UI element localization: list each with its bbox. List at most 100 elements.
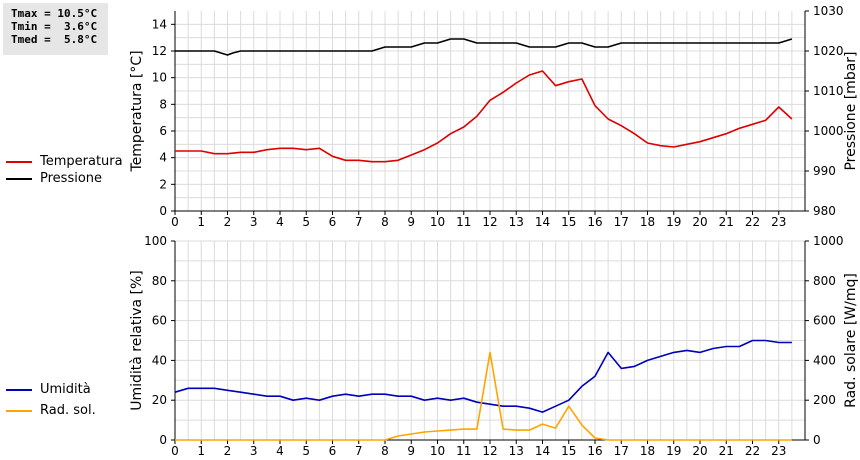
y-tick-label-left: 80	[152, 274, 167, 288]
y-tick-label-right: 600	[813, 314, 836, 328]
y-tick-label-left: 40	[152, 353, 167, 367]
x-tick-label: 23	[771, 444, 786, 458]
y-tick-label-right: 0	[813, 433, 821, 447]
x-tick-label: 21	[719, 444, 734, 458]
y-axis-title-right: Rad. solare [W/mq]	[843, 273, 859, 408]
legend-label: Temperatura	[40, 154, 123, 169]
x-tick-label: 20	[692, 444, 707, 458]
y-tick-label-right: 1020	[813, 44, 844, 58]
x-tick-label: 13	[509, 444, 524, 458]
y-tick-label-right: 990	[813, 164, 836, 178]
series-line-temperatura	[175, 70, 793, 163]
y-tick-label-left: 14	[152, 17, 167, 31]
x-tick-label: 9	[407, 444, 415, 458]
x-tick-label: 16	[587, 444, 602, 458]
y-tick-label-right: 1000	[813, 234, 844, 248]
chart-panel-0: 0 1 2 3 4 5 6 7 8 9 10 11 12 13 14 15 16 17 18 19 20 21 22 2302…	[129, 4, 859, 229]
x-tick-label: 7	[355, 215, 363, 229]
x-tick-label: 9	[407, 215, 415, 229]
x-tick-label: 22	[745, 215, 760, 229]
y-axis-title-right: Pressione [mbar]	[843, 51, 859, 170]
x-tick-label: 7	[355, 444, 363, 458]
legend-bottom: Umidità Rad. sol.	[6, 379, 96, 421]
y-tick-label-left: 60	[152, 314, 167, 328]
y-tick-label-right: 800	[813, 274, 836, 288]
x-tick-label: 22	[745, 444, 760, 458]
x-tick-label: 17	[614, 215, 629, 229]
x-tick-label: 4	[276, 215, 284, 229]
legend-label: Umidità	[40, 382, 91, 397]
x-tick-label: 12	[482, 215, 497, 229]
x-tick-label: 0	[171, 215, 179, 229]
x-tick-label: 15	[561, 215, 576, 229]
legend-swatch	[6, 177, 32, 180]
y-tick-label-left: 20	[152, 393, 167, 407]
x-tick-label: 5	[302, 444, 310, 458]
chart-panel-1: 0 1 2 3 4 5 6 7 8 9 10 11 12 13 14 15 16 17 18 19 20 21 22 2302…	[129, 234, 859, 458]
stats-box: Tmax = 10.5°C Tmin = 3.6°C Tmed = 5.8°C	[3, 3, 108, 55]
x-tick-label: 11	[456, 215, 471, 229]
x-tick-label: 0	[171, 444, 179, 458]
x-tick-label: 18	[640, 444, 655, 458]
x-tick-label: 1	[197, 444, 205, 458]
y-axis-title-left: Temperatura [°C]	[129, 50, 145, 172]
y-tick-label-left: 100	[144, 234, 167, 248]
legend-label: Pressione	[40, 171, 103, 186]
series-line-rad-sol-	[175, 351, 792, 441]
series-line-pressione	[175, 38, 793, 56]
y-tick-label-left: 12	[152, 44, 167, 58]
x-tick-label: 21	[719, 215, 734, 229]
y-axis-title-left: Umidità relativa [%]	[129, 270, 145, 411]
y-tick-label-left: 2	[159, 177, 167, 191]
tmed-text: Tmed = 5.8°C	[11, 33, 98, 46]
y-tick-label-left: 10	[152, 71, 167, 85]
x-tick-label: 14	[535, 444, 550, 458]
legend-swatch	[6, 388, 32, 391]
tmax-text: Tmax = 10.5°C	[11, 7, 98, 20]
y-tick-label-right: 1010	[813, 84, 844, 98]
tmin-text: Tmin = 3.6°C	[11, 20, 98, 33]
y-tick-label-left: 6	[159, 124, 167, 138]
legend-swatch	[6, 160, 32, 163]
x-tick-label: 10	[430, 444, 445, 458]
x-tick-label: 4	[276, 444, 284, 458]
x-tick-label: 19	[666, 215, 681, 229]
y-tick-label-left: 8	[159, 97, 167, 111]
legend-entry-umidita: Umidità	[6, 379, 96, 400]
legend-label: Rad. sol.	[40, 403, 96, 418]
x-tick-label: 19	[666, 444, 681, 458]
x-tick-label: 5	[302, 215, 310, 229]
legend-entry-rad-sol: Rad. sol.	[6, 400, 96, 421]
x-tick-label: 11	[456, 444, 471, 458]
x-tick-label: 2	[224, 215, 232, 229]
x-tick-label: 2	[224, 444, 232, 458]
y-tick-label-left: 4	[159, 151, 167, 165]
x-tick-label: 17	[614, 444, 629, 458]
x-tick-label: 14	[535, 215, 550, 229]
x-tick-label: 18	[640, 215, 655, 229]
legend-swatch	[6, 409, 32, 412]
x-tick-label: 6	[329, 444, 337, 458]
x-tick-label: 12	[482, 444, 497, 458]
x-tick-label: 3	[250, 444, 258, 458]
y-tick-label-right: 400	[813, 353, 836, 367]
y-tick-label-right: 1000	[813, 124, 844, 138]
x-tick-label: 3	[250, 215, 258, 229]
y-tick-label-right: 200	[813, 393, 836, 407]
legend-entry-temperatura: Temperatura	[6, 153, 123, 170]
y-tick-label-left: 0	[159, 204, 167, 218]
x-tick-label: 8	[381, 215, 389, 229]
legend-entry-pressione: Pressione	[6, 170, 123, 187]
x-tick-label: 20	[692, 215, 707, 229]
x-tick-label: 23	[771, 215, 786, 229]
x-tick-label: 1	[197, 215, 205, 229]
y-tick-label-right: 1030	[813, 4, 844, 18]
legend-top: Temperatura Pressione	[6, 153, 123, 187]
x-tick-label: 8	[381, 444, 389, 458]
x-tick-label: 15	[561, 444, 576, 458]
x-tick-label: 6	[329, 215, 337, 229]
x-tick-label: 16	[587, 215, 602, 229]
y-tick-label-left: 0	[159, 433, 167, 447]
x-tick-label: 13	[509, 215, 524, 229]
